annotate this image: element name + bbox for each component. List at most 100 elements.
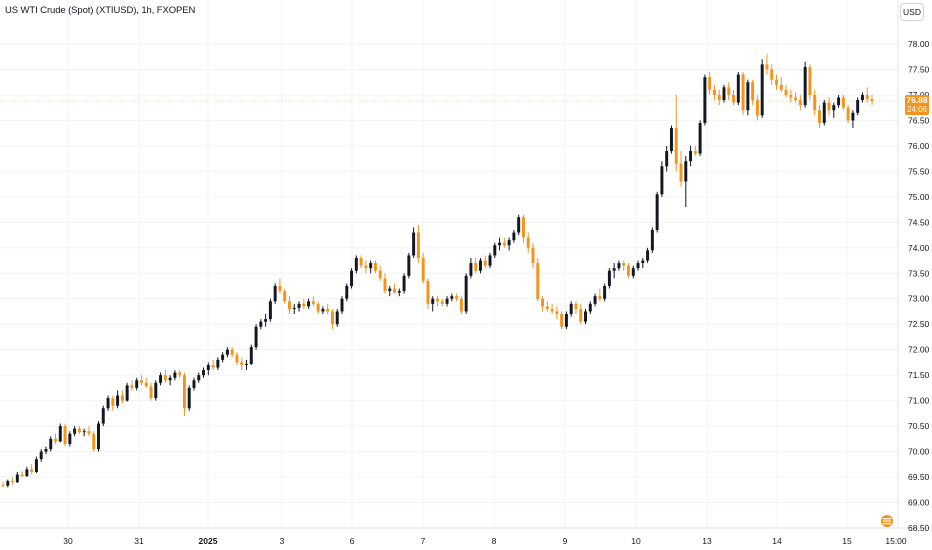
candle-body [259, 321, 263, 327]
candle-body [268, 301, 272, 320]
x-tick-label: 15 [842, 536, 852, 546]
candle-body [1, 484, 5, 486]
y-tick-label: 72.50 [908, 319, 930, 329]
candle-body [607, 270, 611, 286]
candle-body [144, 382, 148, 387]
candle-body [712, 89, 716, 95]
y-tick-label: 78.00 [908, 39, 930, 49]
candle-body [402, 275, 406, 292]
candle-body [82, 431, 86, 433]
candle-body [211, 364, 215, 368]
candle-body [168, 377, 172, 381]
candle-body [541, 298, 545, 307]
candle-body [794, 97, 798, 101]
candle-body [502, 242, 506, 246]
candle-body [335, 311, 339, 325]
candle-body [159, 375, 163, 383]
x-tick-label: 13 [702, 536, 712, 546]
candle-body [841, 97, 845, 108]
candle-body [235, 354, 239, 363]
y-tick-label: 72.00 [908, 345, 930, 355]
candle-body [359, 257, 363, 266]
candle-body [545, 306, 549, 309]
x-tick-label: 15:00 [885, 536, 907, 546]
candle-body [755, 100, 759, 116]
y-tick-label: 71.50 [908, 370, 930, 380]
candle-body [870, 99, 874, 102]
candle-body [784, 89, 788, 95]
candle-body [125, 385, 129, 401]
candle-body [564, 314, 568, 327]
candle-body [139, 380, 143, 383]
candle-body [230, 349, 234, 355]
candle-body [307, 301, 311, 307]
candle-body [526, 237, 530, 248]
candle-body [173, 372, 177, 378]
logo-mark [883, 523, 891, 525]
candle-body [555, 311, 559, 315]
candle-body [130, 385, 134, 388]
candle-body [550, 308, 554, 312]
candle-body [760, 64, 764, 116]
candle-body [846, 107, 850, 121]
candle-body [593, 296, 597, 304]
candle-body [584, 311, 587, 322]
candle-body [373, 263, 377, 271]
candle-body [698, 122, 702, 154]
candle-body [264, 319, 268, 322]
candle-body [603, 286, 607, 299]
candle-body [636, 263, 640, 269]
candle-body [273, 286, 277, 302]
candle-body [459, 298, 463, 312]
candle-body [393, 288, 397, 293]
candle-body [732, 94, 736, 103]
candle-body [669, 128, 673, 151]
candle-body [708, 77, 712, 90]
candle-body [684, 161, 688, 182]
candle-body [650, 229, 654, 251]
time-axis[interactable]: 30 31 2025 3 6 7 8 9 10 13 14 15 15:00 [63, 536, 907, 546]
x-tick-label: 8 [492, 536, 497, 546]
candle-body [440, 301, 444, 304]
candle-body [340, 298, 344, 312]
candle-body [68, 433, 72, 444]
candle-body [221, 354, 225, 360]
y-tick-label: 73.50 [908, 268, 930, 278]
candle-body [350, 270, 354, 286]
candle-body [569, 303, 573, 315]
candle-body [330, 311, 334, 325]
candle-body [560, 314, 564, 327]
tradingview-logo[interactable] [881, 515, 893, 527]
last-price-tag: 76.88 24:06 [905, 95, 929, 116]
candle-body [431, 298, 435, 304]
candle-body [321, 308, 325, 312]
candle-body [311, 301, 315, 304]
price-axis[interactable]: 78.00 77.50 77.00 76.50 76.00 75.50 75.00 74.50… [908, 39, 930, 533]
candle-body [770, 69, 774, 80]
candle-body [693, 150, 697, 154]
candle-body [364, 265, 368, 269]
candle-body [488, 255, 492, 266]
candle-body [798, 100, 802, 106]
y-tick-label: 75.00 [908, 192, 930, 202]
candle-body [163, 375, 167, 381]
candle-body [445, 298, 449, 304]
candle-body [15, 474, 19, 483]
candle-body [574, 303, 578, 309]
candle-body [722, 87, 726, 101]
candle-body [822, 102, 826, 123]
candle-body [426, 280, 430, 304]
candle-body [827, 102, 831, 111]
candle-body [206, 364, 210, 371]
candle-body [249, 347, 253, 364]
currency-button[interactable]: USD [900, 3, 924, 21]
candle-body [751, 82, 755, 101]
y-tick-label: 69.50 [908, 472, 930, 482]
candle-body [178, 372, 182, 376]
candle-body [622, 263, 626, 266]
candle-body [383, 278, 387, 292]
candle-body [154, 382, 158, 399]
candle-body [817, 110, 821, 123]
candle-body [717, 94, 721, 101]
